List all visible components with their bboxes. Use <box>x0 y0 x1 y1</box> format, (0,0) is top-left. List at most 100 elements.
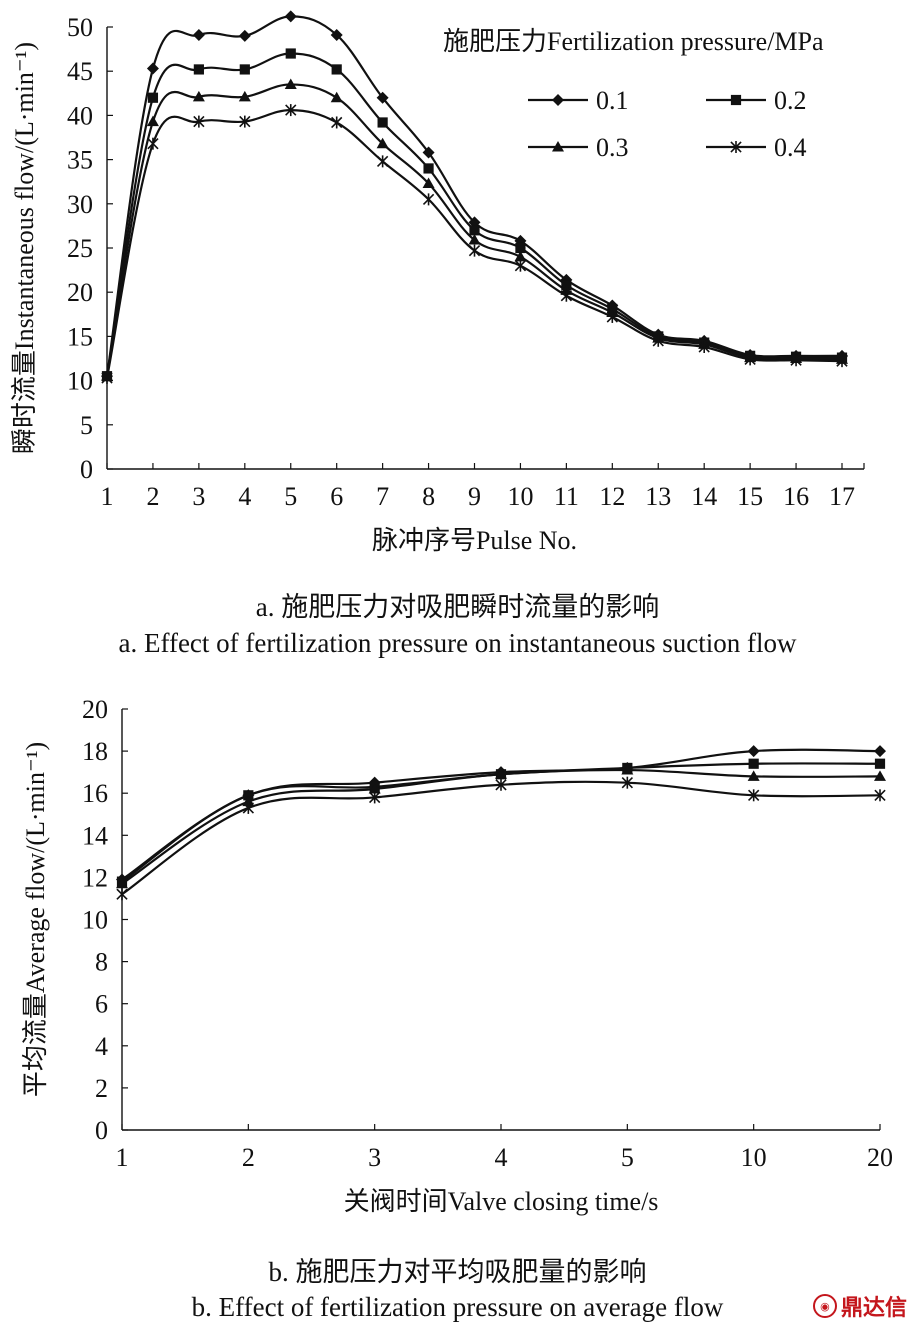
y-tick-label: 35 <box>67 146 93 175</box>
data-point <box>422 177 435 188</box>
data-point <box>514 250 527 262</box>
y-tick-label: 16 <box>82 779 108 808</box>
data-point <box>515 242 526 254</box>
data-point <box>239 64 250 75</box>
data-point <box>874 745 886 758</box>
caption-b-chinese: b. 施肥压力对平均吸肥量的影响 <box>268 1257 647 1287</box>
data-point <box>468 244 481 257</box>
y-tick-label: 10 <box>82 906 108 935</box>
data-point <box>748 789 760 802</box>
data-point <box>330 28 343 41</box>
legend-marker <box>552 141 564 152</box>
data-point <box>376 155 389 168</box>
data-point <box>146 115 159 127</box>
y-tick-label: 0 <box>80 455 93 484</box>
x-tick-label: 13 <box>645 482 671 511</box>
data-point <box>376 137 389 149</box>
legend-label: 0.2 <box>774 86 807 115</box>
x-tick-label: 7 <box>376 482 389 511</box>
y-tick-label: 5 <box>80 411 93 440</box>
x-tick-label: 10 <box>741 1143 767 1172</box>
data-point <box>874 758 886 769</box>
y-tick-label: 2 <box>95 1074 108 1103</box>
data-point <box>116 888 128 901</box>
x-axis-title: 脉冲序号Pulse No. <box>372 526 577 555</box>
y-axis-title: 平均流量Average flow/(L·min⁻¹) <box>21 742 50 1097</box>
logo-icon: ◉ <box>812 1294 837 1318</box>
data-point <box>368 782 381 794</box>
y-tick-label: 20 <box>67 278 93 307</box>
x-tick-label: 1 <box>101 482 114 511</box>
series-s4 <box>116 776 886 901</box>
legend-label: 0.3 <box>596 133 629 162</box>
data-point <box>193 115 205 128</box>
legend-title: 施肥压力Fertilization pressure/MPa <box>443 27 824 56</box>
series-line <box>105 108 843 379</box>
x-tick-label: 10 <box>507 482 533 511</box>
x-tick-label: 12 <box>599 482 625 511</box>
legend-label: 0.1 <box>596 86 629 115</box>
caption-b-english: b. Effect of fertilization pressure on a… <box>191 1292 724 1322</box>
data-point <box>652 334 664 347</box>
data-point <box>238 90 251 102</box>
data-point <box>422 193 435 206</box>
data-point <box>560 289 573 302</box>
data-point <box>243 790 254 801</box>
data-point <box>147 92 159 103</box>
series-s3 <box>116 764 886 889</box>
data-point <box>790 354 802 367</box>
x-tick-label: 6 <box>330 482 343 511</box>
data-point <box>284 78 297 89</box>
data-point <box>514 259 527 272</box>
y-tick-label: 0 <box>95 1116 108 1145</box>
x-tick-label: 16 <box>783 482 809 511</box>
data-point <box>748 758 759 769</box>
data-point <box>242 801 254 814</box>
data-point <box>147 137 159 150</box>
x-tick-label: 2 <box>146 482 159 511</box>
data-point <box>284 10 297 23</box>
y-tick-label: 10 <box>67 367 93 396</box>
y-axis-title: 瞬时流量Instantaneous flow/(L·min⁻¹) <box>10 42 39 454</box>
y-tick-label: 4 <box>95 1032 108 1061</box>
y-tick-label: 8 <box>95 948 108 977</box>
data-point <box>874 789 886 802</box>
y-tick-label: 30 <box>67 190 93 219</box>
data-point <box>495 768 507 779</box>
data-point <box>621 764 634 775</box>
data-point <box>747 745 760 758</box>
x-tick-label: 3 <box>192 482 205 511</box>
data-point <box>192 28 205 41</box>
data-point <box>101 371 113 384</box>
x-axis-title: 关阀时间Valve closing time/s <box>344 1187 659 1216</box>
x-tick-label: 15 <box>737 482 763 511</box>
y-tick-label: 18 <box>82 737 108 766</box>
data-point <box>836 355 848 368</box>
y-tick-label: 14 <box>82 821 108 850</box>
data-point <box>116 877 128 889</box>
data-point <box>423 163 434 174</box>
data-point <box>495 778 507 791</box>
series-0.4 <box>101 104 848 384</box>
x-tick-label: 1 <box>116 1143 129 1172</box>
watermark-text: 鼎达信 <box>840 1296 907 1321</box>
x-tick-label: 2 <box>242 1143 255 1172</box>
data-point <box>621 776 633 789</box>
data-point <box>193 64 204 75</box>
caption-a-english: a. Effect of fertilization pressure on i… <box>118 628 797 658</box>
data-point <box>239 115 251 128</box>
series-0.1 <box>101 10 848 383</box>
legend-entry: 0.2 <box>706 86 807 115</box>
caption-a-chinese: a. 施肥压力对吸肥瞬时流量的影响 <box>255 592 660 622</box>
data-point <box>242 795 255 807</box>
x-tick-label: 14 <box>691 482 717 511</box>
y-tick-label: 20 <box>82 695 108 724</box>
legend-marker <box>730 94 742 106</box>
x-tick-label: 20 <box>867 1143 893 1172</box>
y-tick-label: 15 <box>67 322 93 351</box>
data-point <box>285 48 296 59</box>
x-tick-label: 11 <box>554 482 579 511</box>
